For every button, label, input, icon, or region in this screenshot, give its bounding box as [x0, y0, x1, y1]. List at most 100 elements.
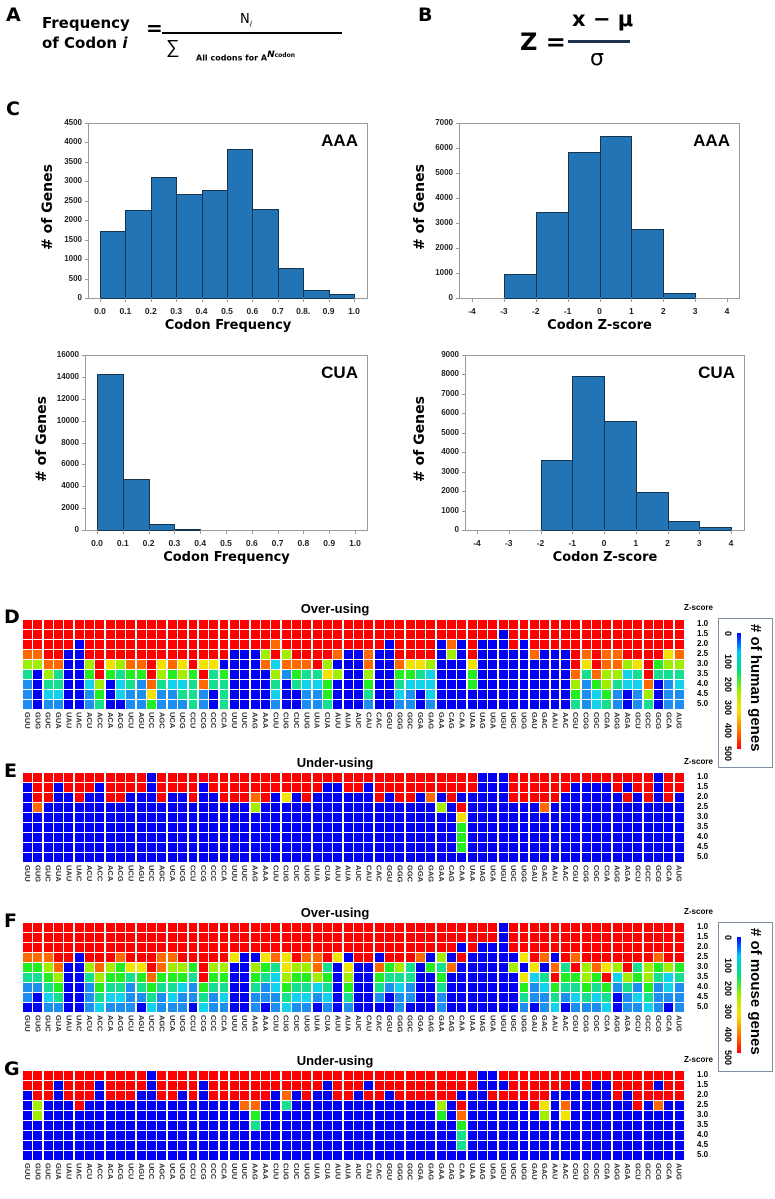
codon-label: AAA [260, 712, 270, 729]
heatmap-cell [311, 1090, 323, 1101]
heatmap-cell [104, 1140, 116, 1151]
codon-label: AAG [250, 1163, 260, 1180]
heatmap-cell [508, 1080, 520, 1091]
heatmap-cell [353, 1110, 364, 1121]
heatmap-cell [259, 649, 271, 660]
heatmap-cell [135, 822, 147, 833]
heatmap-cell [363, 689, 375, 700]
heatmap-cell [446, 1070, 458, 1081]
codon-label: ACG [116, 712, 126, 729]
heatmap-cell [580, 659, 592, 670]
heatmap-cell [146, 649, 158, 660]
heatmap-cell [611, 1002, 623, 1013]
heatmap-cell [177, 669, 189, 680]
heatmap-cell [673, 952, 685, 963]
heatmap-cell [435, 802, 447, 813]
heatmap-cell [177, 952, 189, 963]
heatmap-cell [435, 1120, 447, 1131]
heatmap-cell [373, 1090, 385, 1101]
heatmap-cell [290, 679, 302, 690]
heatmap-cell [301, 689, 313, 700]
heatmap-cell [187, 629, 199, 640]
legend-tick-label: 100 [723, 654, 733, 670]
heatmap-cell [166, 619, 178, 630]
heatmap-cell [84, 772, 95, 783]
heatmap-cell [290, 982, 302, 993]
z-level-label: 4.5 [697, 992, 709, 1001]
heatmap-cell [73, 822, 85, 833]
heatmap-cell [187, 782, 199, 793]
heatmap-cell [549, 952, 561, 963]
heatmap-cell [404, 952, 416, 963]
heatmap-cell [280, 1130, 292, 1141]
heatmap-cell [363, 982, 375, 993]
heatmap-cell [673, 1120, 685, 1131]
codon-label: CGA [602, 712, 612, 729]
heatmap-cell [466, 952, 478, 963]
heatmap-cell [270, 962, 282, 973]
heatmap-cell [208, 972, 220, 983]
y-tick-mark [85, 161, 88, 163]
heatmap-cell [146, 1150, 158, 1161]
heatmap-cell [94, 689, 106, 700]
heatmap-cell [311, 922, 323, 933]
codon-label: CCU [188, 1163, 198, 1180]
codon-label: GCC [643, 1163, 653, 1180]
z-level-label: 2.5 [697, 1100, 709, 1109]
heatmap-cell [570, 1090, 582, 1101]
heatmap-cell [394, 1140, 406, 1151]
heatmap-cell [115, 659, 127, 670]
heatmap-cell [249, 1080, 261, 1091]
heatmap-cell [53, 772, 64, 783]
heatmap-cell [394, 669, 406, 680]
codon-label: AGG [612, 1015, 622, 1033]
heatmap-cell [187, 1080, 199, 1091]
heatmap-cell [435, 669, 447, 680]
heatmap-cell [415, 1130, 426, 1141]
legend-tick-label: 200 [723, 981, 733, 997]
z-level-label: 3.5 [697, 972, 709, 981]
y-tick-label: 1000 [435, 268, 453, 277]
heatmap-cell [663, 659, 675, 670]
heatmap-cell [652, 852, 664, 863]
codon-label: GAC [540, 1015, 550, 1032]
heatmap-cell [611, 1070, 623, 1081]
heatmap-cell [321, 822, 333, 833]
heatmap-cell [373, 699, 385, 710]
panel-label-d: D [4, 606, 20, 628]
heatmap-cell [487, 1070, 499, 1081]
codon-label: AAC [560, 865, 570, 882]
legend-title: # of human genes [747, 624, 764, 752]
heatmap-cell [156, 1080, 168, 1091]
x-axis-label: Codon Z-score [547, 318, 652, 333]
heatmap-cell [663, 1070, 675, 1081]
heatmap-cell [518, 832, 530, 843]
heatmap-cell [177, 1140, 189, 1151]
heatmap-cell [239, 962, 251, 973]
codon-label: CUC [291, 1015, 301, 1032]
heatmap-cell [84, 1150, 95, 1161]
heatmap-cell [342, 972, 354, 983]
heatmap-cell [311, 1110, 323, 1121]
heatmap-cell [497, 982, 509, 993]
heatmap-cell [218, 832, 230, 843]
heatmap-cell [301, 802, 313, 813]
heatmap-title: Under-using [296, 1053, 374, 1068]
heatmap-cell [197, 1150, 209, 1161]
heatmap-cell [32, 669, 44, 680]
heatmap-cell [497, 942, 509, 953]
heatmap-cell [84, 802, 95, 813]
heatmap-cell [415, 679, 426, 690]
heatmap-cell [652, 679, 664, 690]
codon-label: CCC [209, 1163, 219, 1180]
heatmap-cell [435, 1110, 447, 1121]
heatmap-cell [280, 639, 292, 650]
heatmap-cell [84, 659, 95, 670]
heatmap-cell [125, 1002, 137, 1013]
heatmap-cell [197, 812, 209, 823]
heatmap-cell [135, 639, 147, 650]
heatmap-cell [539, 992, 551, 1003]
x-tick-label: 0.4 [195, 306, 208, 316]
heatmap-cell [94, 1070, 106, 1081]
heatmap-cell [301, 942, 313, 953]
